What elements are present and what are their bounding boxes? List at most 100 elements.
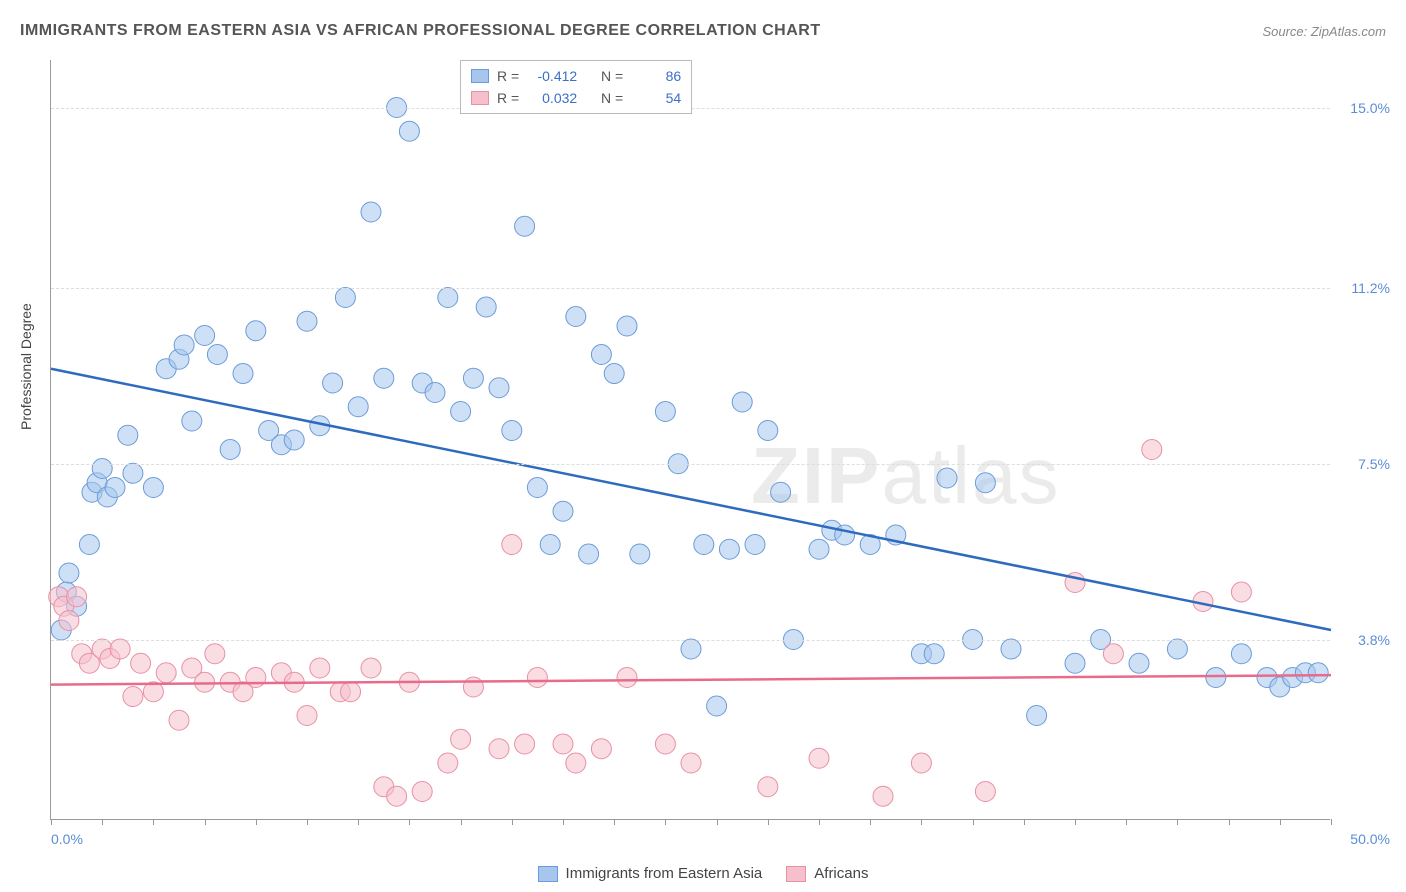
- data-point: [1231, 644, 1251, 664]
- data-point: [617, 316, 637, 336]
- data-point: [59, 563, 79, 583]
- data-point: [174, 335, 194, 355]
- data-point: [604, 364, 624, 384]
- data-point: [297, 706, 317, 726]
- data-point: [374, 368, 394, 388]
- data-point: [502, 535, 522, 555]
- x-tick: [153, 819, 154, 825]
- stat-r-label: R =: [497, 65, 519, 87]
- data-point: [911, 753, 931, 773]
- gridline: [51, 640, 1330, 641]
- legend-swatch: [471, 91, 489, 105]
- x-tick: [358, 819, 359, 825]
- x-tick: [102, 819, 103, 825]
- data-point: [489, 739, 509, 759]
- data-point: [681, 753, 701, 773]
- x-tick: [512, 819, 513, 825]
- data-point: [476, 297, 496, 317]
- trendline: [51, 675, 1331, 685]
- data-point: [835, 525, 855, 545]
- trendline: [51, 369, 1331, 630]
- series-name: Africans: [814, 865, 868, 882]
- stats-legend-row: R =-0.412 N =86: [471, 65, 681, 87]
- y-tick-label: 11.2%: [1351, 280, 1390, 296]
- data-point: [809, 539, 829, 559]
- x-tick: [1331, 819, 1332, 825]
- data-point: [719, 539, 739, 559]
- source-name: ZipAtlas.com: [1311, 24, 1386, 39]
- data-point: [123, 687, 143, 707]
- data-point: [438, 288, 458, 308]
- data-point: [297, 311, 317, 331]
- data-point: [591, 739, 611, 759]
- data-point: [246, 668, 266, 688]
- data-point: [79, 535, 99, 555]
- stat-n-label: N =: [601, 87, 623, 109]
- data-point: [873, 786, 893, 806]
- plot-area: ZIPatlas 0.0% 50.0% 3.8%7.5%11.2%15.0%: [50, 60, 1330, 820]
- x-tick: [256, 819, 257, 825]
- x-tick: [1126, 819, 1127, 825]
- x-tick: [768, 819, 769, 825]
- data-point: [655, 402, 675, 422]
- data-point: [182, 411, 202, 431]
- x-axis-min-label: 0.0%: [51, 831, 83, 847]
- stats-legend: R =-0.412 N =86R =0.032 N =54: [460, 60, 692, 114]
- data-point: [617, 668, 637, 688]
- data-point: [233, 364, 253, 384]
- y-tick-label: 7.5%: [1358, 456, 1390, 472]
- data-point: [1001, 639, 1021, 659]
- data-point: [937, 468, 957, 488]
- x-axis-max-label: 50.0%: [1350, 831, 1390, 847]
- data-point: [246, 321, 266, 341]
- data-point: [553, 501, 573, 521]
- series-legend-item: Africans: [786, 865, 868, 882]
- data-point: [1231, 582, 1251, 602]
- y-tick-label: 3.8%: [1358, 632, 1390, 648]
- data-point: [143, 478, 163, 498]
- data-point: [284, 430, 304, 450]
- stats-legend-row: R = 0.032 N = 54: [471, 87, 681, 109]
- stat-n-label: N =: [601, 65, 623, 87]
- data-point: [1308, 663, 1328, 683]
- data-point: [335, 288, 355, 308]
- x-tick: [819, 819, 820, 825]
- source-prefix: Source:: [1262, 24, 1310, 39]
- y-axis-label: Professional Degree: [18, 303, 34, 430]
- stat-r-label: R =: [497, 87, 519, 109]
- x-tick: [665, 819, 666, 825]
- stat-r-value: -0.412: [527, 65, 577, 87]
- data-point: [1129, 653, 1149, 673]
- data-point: [131, 653, 151, 673]
- data-point: [540, 535, 560, 555]
- data-point: [105, 478, 125, 498]
- data-point: [1103, 644, 1123, 664]
- data-point: [1027, 706, 1047, 726]
- data-point: [655, 734, 675, 754]
- data-point: [156, 663, 176, 683]
- x-tick: [870, 819, 871, 825]
- data-point: [323, 373, 343, 393]
- x-tick: [461, 819, 462, 825]
- data-point: [515, 216, 535, 236]
- data-point: [463, 677, 483, 697]
- data-point: [341, 682, 361, 702]
- data-point: [527, 478, 547, 498]
- x-tick: [1177, 819, 1178, 825]
- data-point: [566, 307, 586, 327]
- x-tick: [563, 819, 564, 825]
- stat-n-value: 54: [631, 87, 681, 109]
- stat-r-value: 0.032: [527, 87, 577, 109]
- data-point: [110, 639, 130, 659]
- data-point: [387, 786, 407, 806]
- x-tick: [307, 819, 308, 825]
- data-point: [732, 392, 752, 412]
- data-point: [630, 544, 650, 564]
- data-point: [975, 782, 995, 802]
- data-point: [220, 440, 240, 460]
- data-point: [707, 696, 727, 716]
- x-tick: [1229, 819, 1230, 825]
- x-tick: [1024, 819, 1025, 825]
- data-point: [169, 710, 189, 730]
- series-legend: Immigrants from Eastern AsiaAfricans: [0, 865, 1406, 882]
